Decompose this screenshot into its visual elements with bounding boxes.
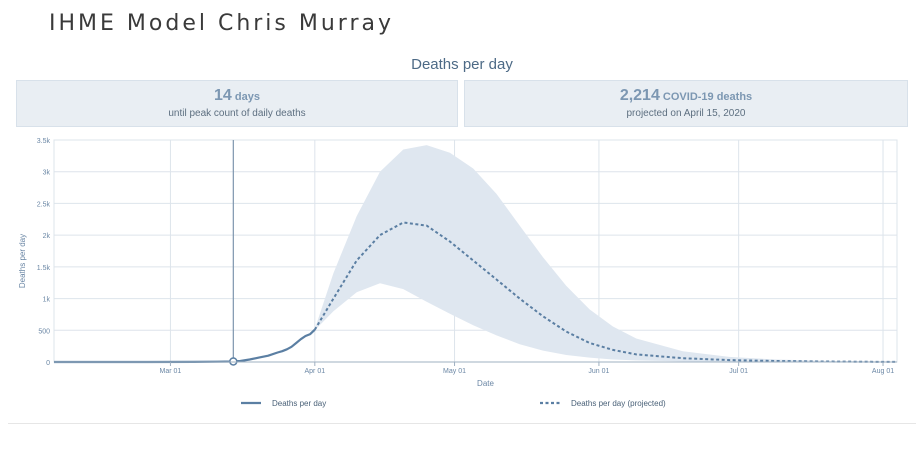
y-tick-label: 3.5k [37, 138, 51, 145]
projected-deaths-unit: COVID-19 deaths [662, 91, 753, 103]
bottom-divider [8, 423, 916, 424]
peak-days-caption: until peak count of daily deaths [168, 108, 306, 119]
projected-deaths-headline: 2,214 COVID-19 deaths [465, 87, 907, 105]
x-tick-label: Jul 01 [729, 368, 748, 375]
chart-title: Deaths per day [411, 56, 513, 73]
projected-deaths-card: 2,214 COVID-19 deaths projected on April… [464, 80, 908, 127]
y-tick-label: 1k [43, 297, 51, 304]
peak-days-headline: 14 days [17, 87, 457, 105]
projected-deaths-line [313, 221, 898, 363]
legend: Deaths per day Deaths per day (projected) [241, 399, 666, 408]
projected-deaths-caption: projected on April 15, 2020 [626, 108, 746, 119]
x-tick-label: Apr 01 [305, 368, 326, 375]
y-tick-label: 1.5k [37, 265, 51, 272]
x-tick-label: May 01 [443, 368, 466, 375]
y-tick-label: 2.5k [37, 201, 51, 208]
x-tick-label: Jun 01 [588, 368, 609, 375]
x-tick-label: Mar 01 [160, 368, 182, 375]
y-tick-label: 2k [43, 233, 51, 240]
today-point [229, 357, 238, 366]
uncertainty-band [314, 145, 897, 362]
y-axis-title: Deaths per day [18, 234, 27, 288]
y-tick-label: 3k [43, 170, 51, 177]
y-tick-label: 500 [38, 328, 50, 335]
legend-observed-label: Deaths per day [272, 399, 326, 408]
axis-layer: 0 500 1k 1.5k 2k 2.5k 3k 3.5k Mar 01 Apr 01 May 01… [18, 138, 897, 388]
peak-days-unit: days [234, 91, 260, 103]
x-axis-title: Date [477, 379, 494, 388]
observed-deaths-line [54, 328, 316, 364]
peak-days-card: 14 days until peak count of daily deaths [16, 80, 458, 127]
peak-days-value: 14 [214, 87, 232, 104]
y-tick-label: 0 [46, 360, 50, 367]
uncertainty-band-layer [314, 145, 897, 362]
slide-title: IHME Model Chris Murray [49, 11, 394, 36]
projected-deaths-value: 2,214 [619, 87, 660, 104]
legend-projected-label: Deaths per day (projected) [571, 399, 666, 408]
x-tick-label: Aug 01 [872, 368, 894, 375]
